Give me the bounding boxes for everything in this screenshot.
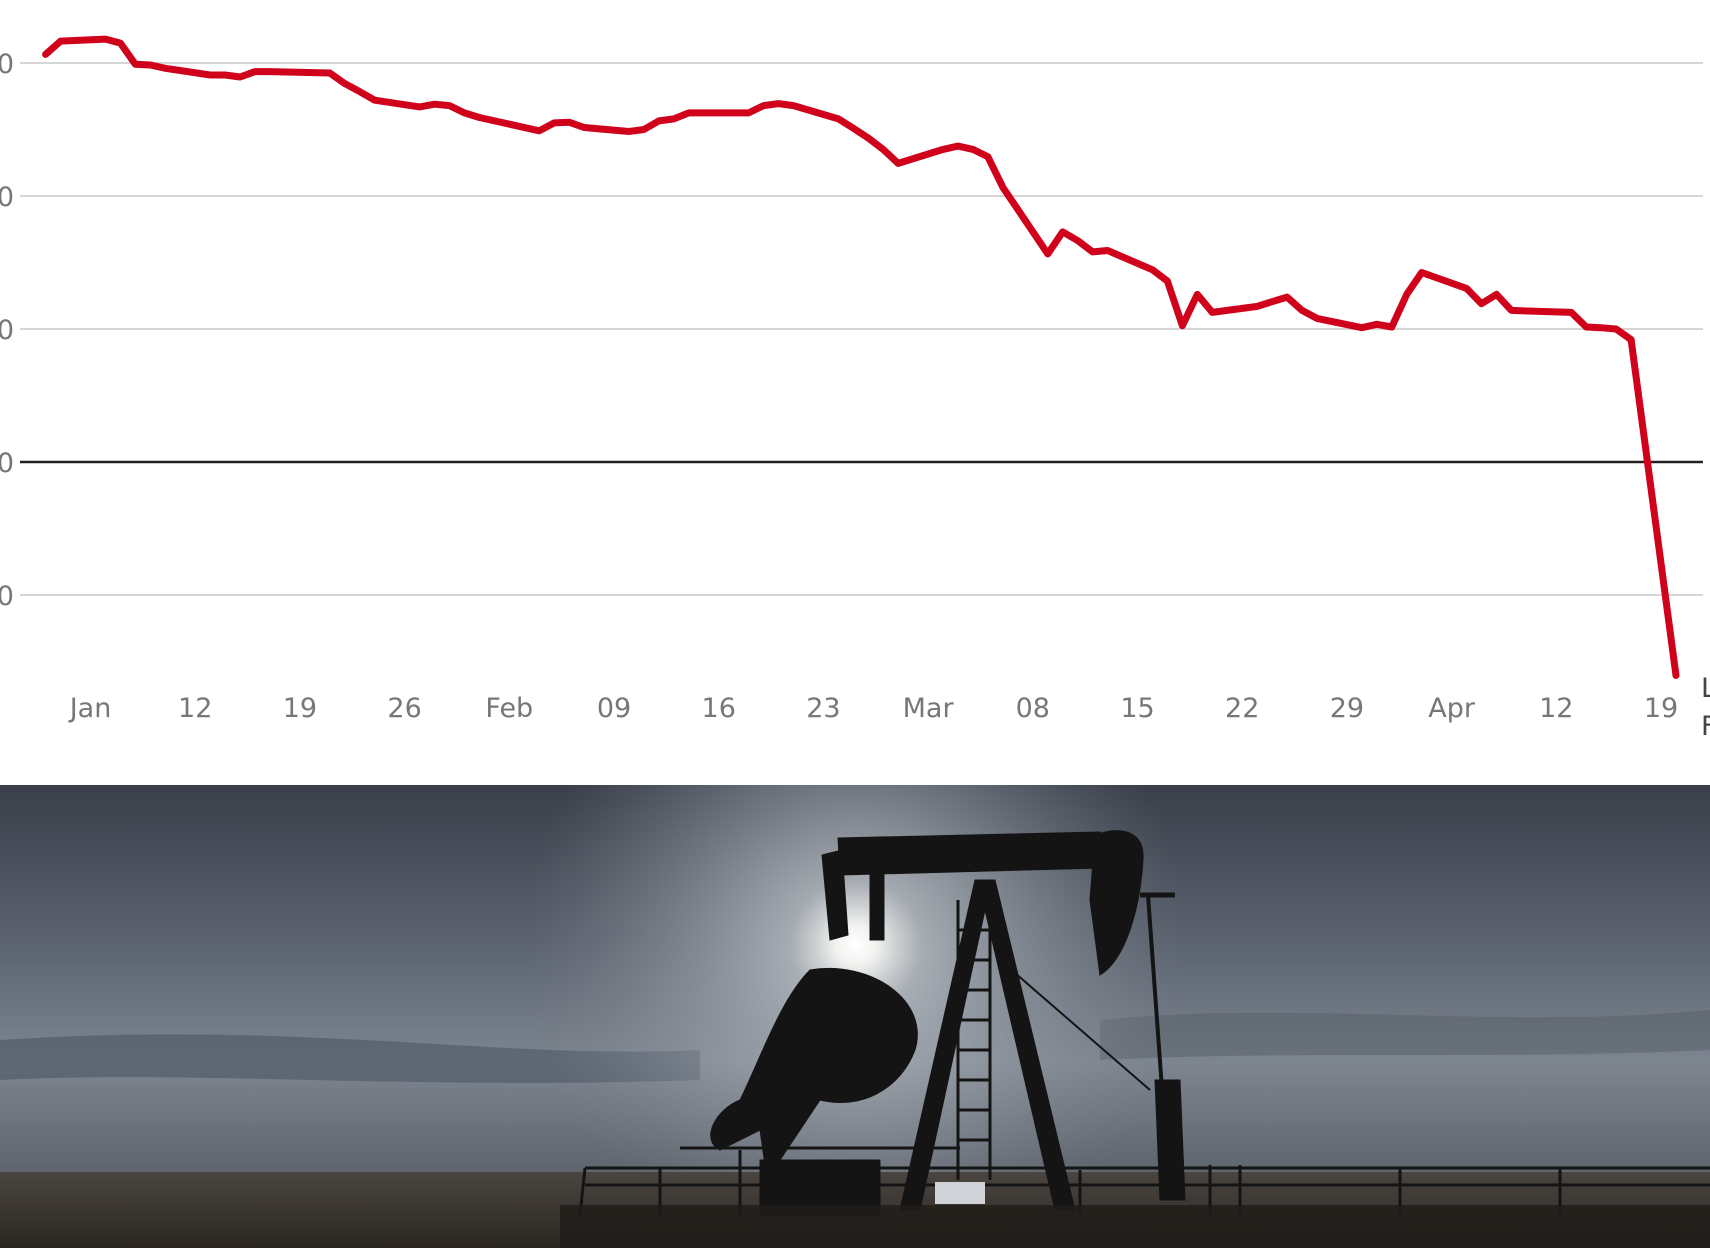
price-series-line bbox=[42, 35, 1680, 679]
end-label-fragment-1: L bbox=[1701, 673, 1710, 704]
x-tick-label: 15 bbox=[1120, 693, 1154, 724]
x-tick-label: Mar bbox=[903, 693, 955, 724]
x-tick-label: Jan bbox=[68, 693, 112, 724]
horsehead bbox=[1089, 830, 1144, 976]
x-tick-label: 19 bbox=[283, 693, 317, 724]
oil-price-line-chart: 60 40 20 0 -20 Jan 12 19 26 Feb 09 16 23 Mar 08 15 22 29… bbox=[0, 35, 1710, 742]
pumpjack-silhouette bbox=[560, 830, 1710, 1248]
price-points bbox=[45, 38, 1677, 676]
pumpjack-photo bbox=[0, 785, 1710, 1248]
walking-beam bbox=[837, 831, 1103, 876]
y-axis-labels: 60 40 20 0 -20 bbox=[0, 49, 14, 612]
fence bbox=[578, 1146, 1710, 1216]
x-tick-label: 23 bbox=[806, 693, 840, 724]
x-tick-label: Feb bbox=[485, 693, 533, 724]
sign bbox=[935, 1182, 985, 1204]
end-label-fragment-2: F bbox=[1701, 711, 1710, 742]
x-tick-label: 16 bbox=[702, 693, 736, 724]
ladder bbox=[956, 900, 992, 1180]
pitman-rod bbox=[869, 869, 885, 941]
x-tick-label: 12 bbox=[1539, 693, 1573, 724]
x-tick-label: Apr bbox=[1428, 693, 1476, 724]
x-tick-label: 26 bbox=[387, 693, 421, 724]
y-tick-label: 0 bbox=[0, 448, 14, 479]
x-axis-labels: Jan 12 19 26 Feb 09 16 23 Mar 08 15 22 29 Apr 12 19 bbox=[68, 693, 1678, 724]
x-tick-label: 09 bbox=[597, 693, 631, 724]
y-tick-label: -20 bbox=[0, 581, 14, 612]
x-tick-label: 19 bbox=[1644, 693, 1678, 724]
wellhead bbox=[1154, 1079, 1186, 1201]
y-tick-label: 20 bbox=[0, 315, 14, 346]
y-tick-label: 60 bbox=[0, 49, 14, 80]
x-tick-label: 12 bbox=[178, 693, 212, 724]
y-tick-label: 40 bbox=[0, 182, 14, 213]
x-tick-label: 08 bbox=[1016, 693, 1050, 724]
x-tick-label: 22 bbox=[1225, 693, 1259, 724]
x-tick-label: 29 bbox=[1330, 693, 1364, 724]
pitman-arm bbox=[821, 849, 849, 941]
gridlines bbox=[20, 62, 1703, 596]
